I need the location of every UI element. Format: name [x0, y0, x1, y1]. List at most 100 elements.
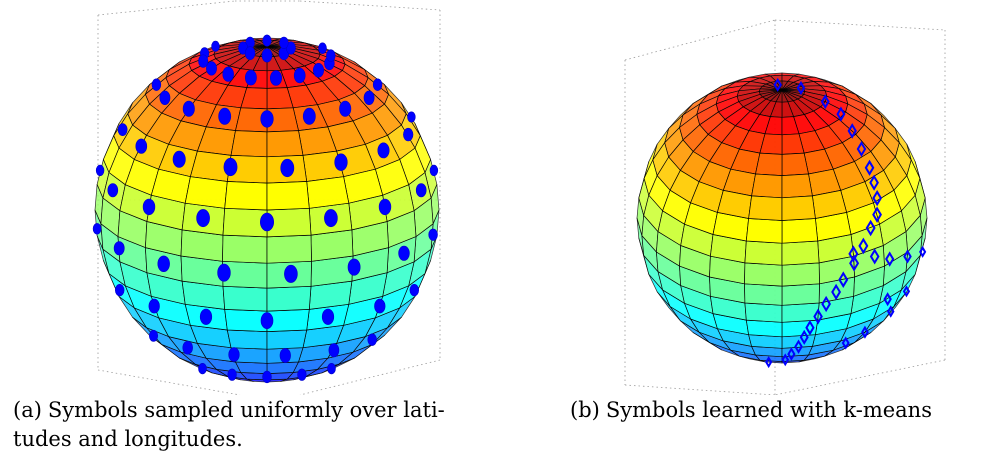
symbol-marker: [781, 353, 790, 367]
symbol-marker: [377, 142, 390, 159]
symbol-marker: [773, 77, 782, 92]
symbol-marker: [429, 164, 439, 176]
symbol-markers: [765, 77, 927, 369]
symbol-marker: [869, 174, 879, 191]
symbol-marker: [367, 333, 377, 346]
symbol-marker: [261, 48, 273, 63]
sphere-plot-b: [624, 19, 946, 395]
symbol-marker: [95, 164, 105, 176]
symbol-marker: [861, 325, 869, 339]
symbol-marker: [107, 183, 119, 198]
symbol-marker: [403, 127, 414, 142]
symbol-marker: [217, 263, 231, 282]
symbol-marker: [182, 100, 195, 117]
symbol-marker: [841, 336, 850, 350]
symbol-marker: [787, 347, 796, 361]
symbol-marker: [279, 348, 291, 363]
symbol-marker: [858, 237, 869, 255]
symbol-marker: [339, 100, 352, 117]
symbol-marker: [378, 198, 392, 216]
symbol-marker: [919, 245, 927, 258]
symbol-marker: [262, 34, 272, 47]
symbol-marker: [865, 219, 876, 237]
caption-a-line1: Symbols sampled uniformly over lati-: [47, 398, 445, 422]
symbol-marker: [428, 228, 438, 241]
symbol-marker: [148, 298, 160, 314]
sphere-plot-a: [92, 0, 441, 395]
symbol-marker: [831, 283, 842, 301]
symbol-marker: [223, 157, 238, 177]
symbol-marker: [836, 106, 846, 122]
symbol-marker: [211, 40, 220, 52]
symbol-marker: [196, 209, 210, 228]
symbol-marker: [328, 343, 340, 358]
symbol-marker: [206, 61, 217, 76]
symbol-marker: [142, 198, 156, 216]
symbol-marker: [838, 271, 849, 289]
axis-box-grid: [624, 19, 946, 395]
caption-a-line2: tudes and longitudes.: [13, 427, 243, 451]
symbol-marker: [157, 255, 170, 272]
symbol-marker: [856, 141, 867, 157]
symbol-marker: [244, 46, 256, 61]
symbol-marker: [302, 107, 316, 125]
symbol-marker: [324, 209, 338, 228]
symbol-marker: [312, 63, 324, 78]
symbol-marker: [849, 254, 860, 272]
symbol-marker: [820, 94, 830, 110]
symbol-marker: [199, 308, 213, 325]
symbol-marker: [262, 370, 272, 384]
symbol-marker: [813, 308, 823, 325]
symbol-marker: [135, 138, 148, 154]
symbol-marker: [260, 110, 274, 128]
symbol-marker: [198, 54, 209, 68]
symbol-marker: [847, 123, 857, 139]
symbol-marker: [279, 36, 289, 49]
symbol-marker: [902, 285, 911, 298]
symbol-marker: [799, 329, 809, 345]
symbol-marker: [326, 49, 336, 62]
symbol-marker: [765, 356, 773, 369]
symbol-marker: [259, 212, 274, 232]
symbol-marker: [872, 189, 883, 207]
caption-b: (b) Symbols learned with k-means: [570, 396, 1000, 425]
symbol-marker: [260, 312, 274, 330]
symbol-marker: [407, 111, 416, 123]
symbol-marker: [227, 368, 237, 381]
symbol-markers: [92, 34, 439, 384]
symbol-marker: [415, 183, 427, 198]
symbol-marker: [198, 363, 207, 375]
caption-b-text: Symbols learned with k-means: [605, 398, 932, 422]
symbol-marker: [794, 339, 803, 354]
symbol-marker: [327, 363, 336, 375]
sphere-surface: [636, 72, 928, 364]
symbol-marker: [151, 78, 162, 91]
figure-panel-b: (b) Symbols learned with k-means: [560, 0, 1000, 465]
symbol-marker: [149, 329, 159, 342]
symbol-marker: [114, 284, 125, 297]
symbol-marker: [885, 251, 895, 267]
symbol-marker: [848, 245, 859, 263]
symbol-marker: [318, 42, 327, 54]
symbol-marker: [903, 249, 912, 264]
symbol-marker: [293, 67, 306, 84]
symbol-marker: [222, 66, 234, 82]
symbol-marker: [244, 69, 257, 86]
symbol-marker: [218, 107, 232, 125]
caption-a-tag: (a): [13, 398, 42, 422]
symbol-marker: [159, 90, 171, 106]
caption-b-tag: (b): [570, 398, 600, 422]
symbol-marker: [805, 319, 815, 336]
symbol-marker: [409, 284, 419, 297]
symbol-marker: [269, 70, 282, 86]
symbol-marker: [92, 223, 102, 235]
symbol-marker: [886, 305, 895, 318]
symbol-marker: [398, 245, 410, 261]
symbol-marker: [334, 153, 348, 171]
symbol-marker: [796, 80, 806, 96]
symbol-marker: [864, 159, 875, 176]
symbol-marker: [284, 264, 298, 283]
symbol-marker: [182, 340, 193, 355]
symbol-marker: [297, 368, 307, 381]
symbol-marker: [374, 298, 386, 314]
